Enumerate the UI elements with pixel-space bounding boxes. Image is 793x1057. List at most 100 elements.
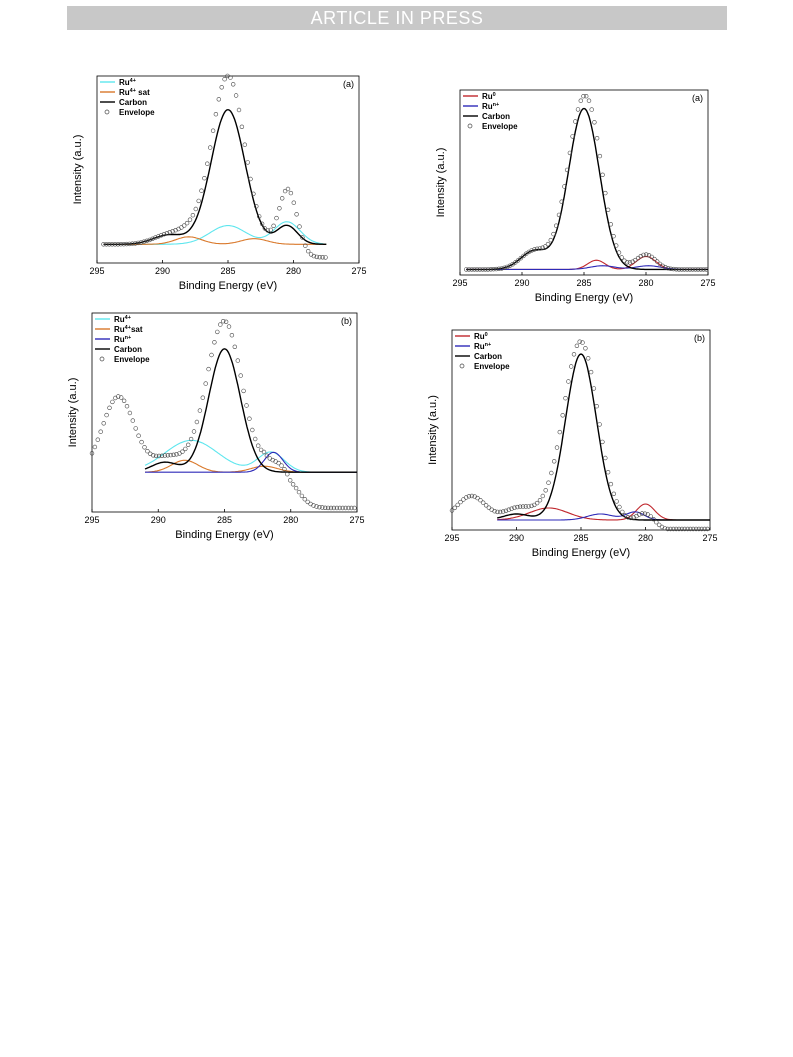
envelope-point: [127, 410, 133, 416]
envelope-point: [449, 508, 455, 513]
envelope-point: [247, 416, 252, 421]
envelope-point: [95, 437, 100, 442]
legend-label: Ru0: [482, 92, 496, 101]
envelope-point: [153, 453, 159, 459]
envelope-point: [685, 267, 690, 272]
envelope-point: [529, 503, 534, 509]
envelope-point: [580, 340, 585, 345]
envelope-point: [124, 403, 130, 409]
envelope-point: [130, 418, 136, 423]
envelope-point: [109, 242, 115, 247]
envelope-point: [238, 373, 243, 378]
envelope-point: [504, 264, 510, 270]
envelope-point: [676, 526, 682, 532]
x-tick-label: 295: [89, 266, 104, 276]
envelope-point: [665, 266, 671, 271]
envelope-point: [499, 266, 504, 271]
envelope-point: [603, 190, 608, 196]
envelope-point: [570, 134, 575, 139]
envelope-point: [649, 254, 654, 260]
panel-label: (b): [341, 316, 352, 326]
envelope-point: [518, 256, 524, 261]
envelope-point: [480, 267, 485, 272]
envelope-point: [493, 266, 499, 272]
envelope-point: [343, 505, 348, 511]
envelope-point: [620, 509, 625, 515]
envelope-point: [251, 191, 256, 197]
envelope-point: [274, 215, 279, 221]
envelope-point: [584, 94, 589, 99]
legend-label: Envelope: [114, 355, 150, 364]
envelope-point: [488, 267, 493, 272]
envelope-point: [679, 526, 685, 532]
envelope-point: [543, 244, 548, 249]
envelope-point: [526, 504, 531, 509]
envelope-point: [588, 369, 594, 375]
envelope-point: [586, 356, 591, 361]
envelope-point: [699, 526, 704, 532]
envelope-point: [638, 254, 644, 259]
envelope-point: [500, 509, 506, 514]
envelope-point: [325, 505, 331, 511]
envelope-point: [509, 506, 514, 511]
envelope-point: [199, 188, 204, 193]
envelope-point: [614, 499, 619, 504]
envelope-point: [285, 186, 291, 192]
envelope-point: [495, 509, 500, 515]
legend-label: Run+: [482, 102, 499, 111]
legend-label: Ru4+sat: [114, 325, 143, 334]
envelope-point: [644, 252, 649, 257]
legend-label: Ru0: [474, 332, 488, 341]
envelope-point: [118, 242, 123, 247]
envelope-point: [285, 472, 290, 477]
envelope-point: [452, 505, 457, 511]
x-tick-label: 290: [514, 278, 529, 288]
envelope-point: [156, 453, 162, 459]
envelope-point: [625, 515, 631, 520]
envelope-point: [639, 511, 645, 516]
envelope-point: [696, 526, 702, 532]
envelope-point: [520, 504, 526, 509]
legend-label: Envelope: [474, 362, 510, 371]
envelope-point: [662, 526, 668, 531]
envelope-point: [197, 408, 203, 413]
envelope-point: [556, 212, 562, 218]
envelope-point: [92, 444, 98, 450]
envelope-point: [228, 75, 233, 80]
article-in-press-banner: ARTICLE IN PRESS: [67, 6, 727, 30]
envelope-point: [637, 512, 642, 517]
x-tick-label: 280: [638, 278, 653, 288]
envelope-point: [250, 427, 255, 433]
envelope-point: [323, 255, 328, 260]
envelope-point: [496, 266, 502, 272]
x-tick-label: 290: [509, 533, 524, 543]
envelope-point: [611, 491, 617, 497]
envelope-point: [534, 500, 540, 506]
envelope-point: [142, 445, 147, 450]
envelope-point: [185, 442, 191, 448]
envelope-markers: [89, 319, 357, 511]
component-curve: [496, 353, 710, 521]
envelope-point: [259, 221, 265, 227]
x-axis-title: Binding Energy (eV): [532, 547, 630, 559]
envelope-point: [540, 493, 546, 499]
envelope-point: [349, 505, 354, 511]
envelope-point: [478, 498, 483, 503]
envelope-point: [455, 502, 460, 508]
envelope-point: [239, 124, 245, 129]
envelope-point: [104, 412, 109, 418]
envelope-point: [184, 220, 190, 226]
envelope-point: [271, 223, 276, 229]
envelope-point: [665, 526, 670, 532]
envelope-point: [534, 246, 540, 252]
envelope-point: [303, 243, 308, 248]
x-axis-title: Binding Energy (eV): [179, 280, 277, 292]
envelope-point: [317, 255, 322, 260]
envelope-point: [617, 504, 622, 510]
envelope-point: [625, 260, 630, 265]
envelope-point: [280, 196, 285, 201]
component-curve: [466, 265, 708, 270]
envelope-point: [323, 505, 328, 511]
envelope-point: [156, 234, 161, 239]
envelope-point: [563, 395, 568, 401]
